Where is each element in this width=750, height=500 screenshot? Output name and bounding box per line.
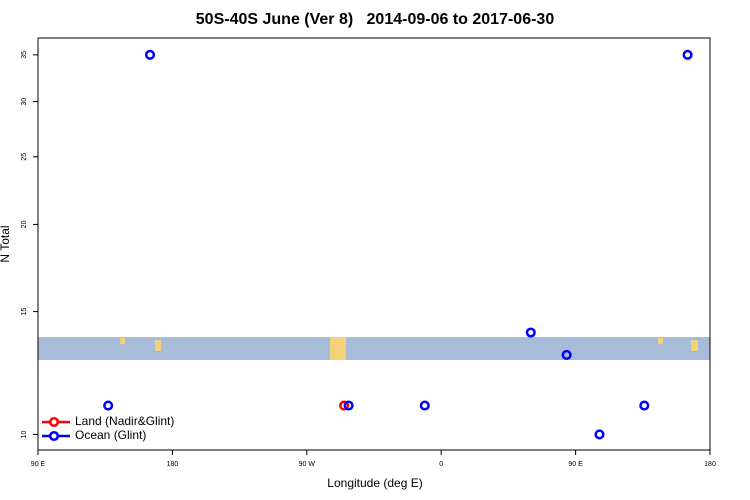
land-patch <box>155 340 161 351</box>
y-tick-label: 25 <box>21 153 28 161</box>
legend-label: Ocean (Glint) <box>75 428 146 442</box>
land-patch <box>691 340 698 351</box>
point <box>525 327 536 338</box>
x-tick-label: 90 W <box>299 461 316 468</box>
point <box>343 400 354 411</box>
point <box>561 349 572 361</box>
x-tick-label: 180 <box>704 461 716 468</box>
x-tick-label: 180 <box>167 461 179 468</box>
y-tick-label: 20 <box>21 220 28 228</box>
point <box>144 49 156 60</box>
y-tick-label: 15 <box>21 308 28 316</box>
legend-label: Land (Nadir&Glint) <box>75 414 174 428</box>
y-tick-label: 30 <box>21 98 28 106</box>
point <box>639 400 650 411</box>
point <box>103 400 114 411</box>
plot-frame <box>37 37 711 451</box>
point <box>419 400 430 411</box>
y-tick-label: 10 <box>21 430 28 438</box>
map-strip <box>38 337 710 360</box>
x-axis-label: Longitude (deg E) <box>327 476 422 490</box>
land-patch <box>658 338 663 344</box>
y-tick-label: 35 <box>21 51 28 59</box>
point <box>682 49 693 60</box>
ocean-strip <box>38 337 710 360</box>
x-tick-label: 0 <box>439 461 443 468</box>
x-tick-label: 90 E <box>568 461 583 468</box>
x-tick-label: 90 E <box>31 461 46 468</box>
point <box>339 400 350 411</box>
point <box>594 429 605 440</box>
legend-marker <box>48 430 60 442</box>
land-patch <box>330 337 346 360</box>
y-axis-label: N Total <box>0 225 12 262</box>
land-patch <box>120 338 125 344</box>
legend-marker <box>48 416 60 428</box>
chart-title: 50S-40S June (Ver 8) 2014-09-06 to 2017-… <box>196 11 555 28</box>
